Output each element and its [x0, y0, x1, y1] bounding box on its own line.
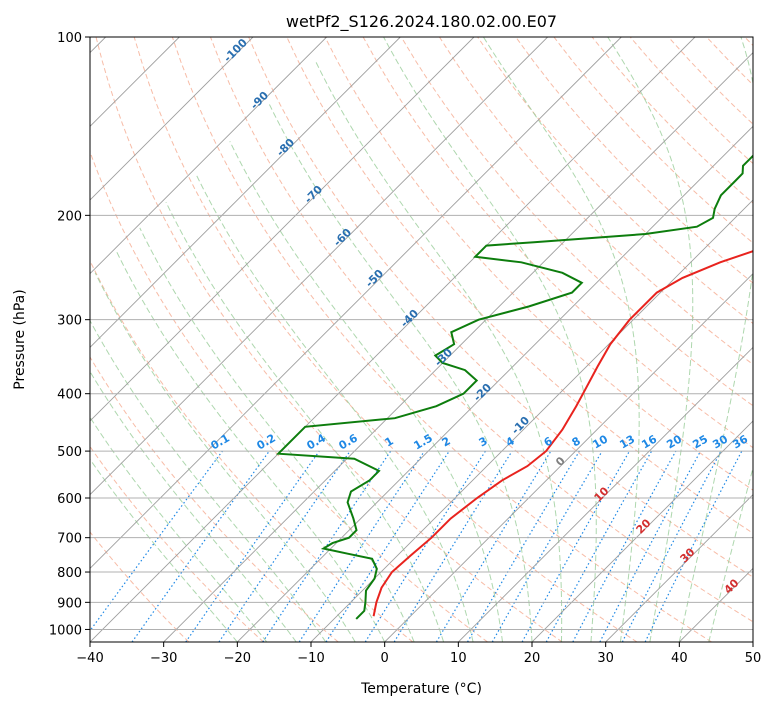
moist-adiabat-line [383, 37, 597, 642]
x-tick-label: 20 [524, 651, 541, 666]
temperature-line [372, 250, 753, 617]
moist-adiabat-line [90, 319, 327, 642]
dry-adiabat-line [95, 37, 563, 642]
dry-adiabat-line [133, 37, 638, 642]
moist-adiabat-line [678, 37, 753, 642]
isotherm-line [90, 37, 327, 275]
dry-adiabat-line [90, 531, 190, 642]
isotherm-line [90, 37, 254, 201]
mixing-ratio-line [298, 450, 425, 642]
x-tick-label: −40 [76, 651, 103, 666]
x-tick-label: 0 [381, 651, 389, 666]
moist-adiabat-line [268, 104, 533, 642]
series-layer [276, 154, 753, 620]
chart-title: wetPf2_S126.2024.180.02.00.E07 [286, 12, 557, 32]
moist-adiabat-line [195, 173, 474, 642]
dry-adiabat-line [171, 37, 712, 642]
y-tick-label: 900 [57, 596, 82, 611]
isotherm-line [458, 346, 753, 642]
moist-adiabat-line [90, 458, 238, 642]
moist-adiabat-line [165, 201, 445, 642]
y-tick-label: 500 [57, 445, 82, 460]
moist-adiabat-line [315, 61, 563, 642]
y-tick-label: 700 [57, 532, 82, 547]
y-tick-label: 1000 [49, 623, 82, 638]
isotherm-line [531, 420, 753, 642]
x-axis-label: Temperature (°C) [360, 681, 482, 697]
mixing-ratio-line [545, 450, 653, 642]
y-axis-ticks: 1000 900 800 700 600 500 400 300 200 100 [49, 31, 90, 638]
isotherm-line [90, 37, 622, 569]
y-tick-label: 100 [57, 31, 82, 46]
isotherm-line [90, 37, 475, 422]
mixing-ratio-line [218, 450, 351, 642]
isotherm-line [163, 52, 753, 642]
plot-frame [89, 36, 754, 643]
y-axis-label: Pressure (hPa) [12, 289, 28, 389]
x-tick-label: 50 [745, 651, 762, 666]
y-tick-label: 800 [57, 566, 82, 581]
dewpoint-line [276, 154, 753, 620]
mixing-ratio-line [262, 450, 392, 642]
mixing-ratio-line [521, 450, 631, 642]
mixing-ratio-line [393, 450, 513, 642]
isotherm-line [90, 37, 696, 642]
x-tick-label: 30 [597, 651, 614, 666]
x-tick-label: −30 [150, 651, 177, 666]
mixing-ratio-line [325, 450, 450, 642]
y-tick-label: 300 [57, 314, 82, 329]
dry-adiabat-line [90, 356, 339, 642]
y-tick-label: 600 [57, 492, 82, 507]
x-tick-label: −20 [224, 651, 251, 666]
pressure-gridlines [90, 37, 753, 630]
moist-adiabat-line [94, 272, 356, 642]
dry-adiabat-line [248, 37, 753, 578]
dry-adiabat-line [210, 37, 753, 623]
dry-adiabat-line [400, 37, 753, 407]
moist-adiabat-line [482, 37, 640, 642]
isotherm-line [90, 37, 401, 348]
mixing-ratio-line [131, 450, 270, 642]
moist-adiabat-line [139, 227, 415, 642]
mixing-ratio-line [90, 450, 223, 632]
mixing-ratio-line [644, 450, 743, 642]
x-tick-label: −10 [297, 651, 324, 666]
y-tick-label: 400 [57, 388, 82, 403]
isotherm-line [384, 273, 753, 642]
dry-adiabat-line [90, 445, 264, 642]
dry-adiabat-line [324, 37, 753, 491]
y-tick-label: 200 [57, 209, 82, 224]
mixing-ratio-line [185, 450, 320, 642]
isotherm-line [605, 494, 753, 642]
dry-adiabat-line [515, 37, 753, 284]
mixing-ratio-line [572, 450, 677, 642]
x-tick-label: 10 [450, 651, 467, 666]
moist-adiabat-line [607, 37, 694, 642]
x-tick-label: 40 [671, 651, 688, 666]
dry-adiabat-line [90, 150, 488, 642]
dry-adiabat-line [439, 37, 753, 366]
moist-adiabat-line [90, 416, 268, 642]
isotherm-line [90, 37, 548, 496]
x-axis-ticks: −40 −30 −20 −10 0 10 20 30 40 50 [76, 642, 761, 666]
